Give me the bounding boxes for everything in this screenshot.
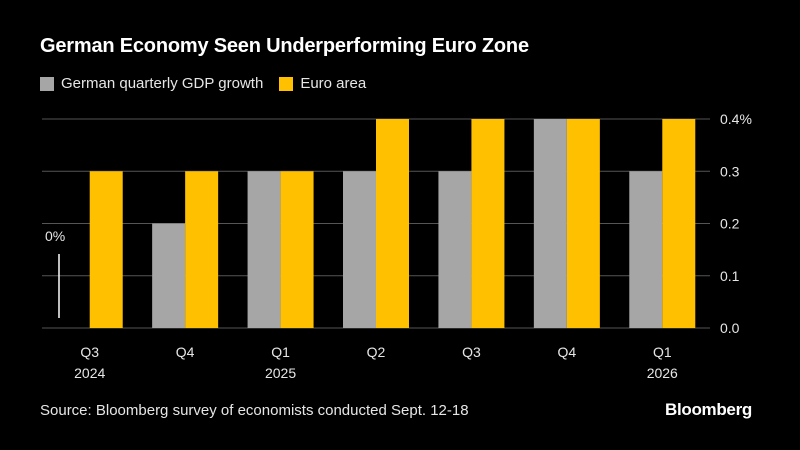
bar-german xyxy=(438,171,472,328)
chart-title: German Economy Seen Underperforming Euro… xyxy=(40,35,529,57)
bar-euro xyxy=(89,171,123,328)
bar-euro xyxy=(471,119,505,328)
source-note: Source: Bloomberg survey of economists c… xyxy=(40,402,469,419)
bar-german xyxy=(152,223,186,328)
bar-german xyxy=(247,171,281,328)
bar-euro xyxy=(662,119,696,328)
bloomberg-logo: Bloomberg xyxy=(664,400,752,419)
x-tick-label: Q1 xyxy=(271,344,290,360)
x-tick-year-label: 2026 xyxy=(647,365,678,381)
y-tick-label: 0.2 xyxy=(720,216,740,232)
bar-euro xyxy=(185,171,219,328)
bar-euro xyxy=(566,119,600,328)
legend: German quarterly GDP growth Euro area xyxy=(40,75,382,92)
bar-german xyxy=(629,171,663,328)
x-tick-label: Q3 xyxy=(462,344,481,360)
x-tick-label: Q4 xyxy=(558,344,577,360)
x-tick-label: Q3 xyxy=(80,344,99,360)
x-tick-year-label: 2024 xyxy=(74,365,105,381)
zero-value-annotation: 0% xyxy=(45,228,65,244)
legend-label-euro: Euro area xyxy=(300,75,367,92)
x-tick-label: Q4 xyxy=(176,344,195,360)
x-tick-label: Q1 xyxy=(653,344,672,360)
bar-euro xyxy=(376,119,409,328)
bar-german xyxy=(533,119,567,328)
legend-swatch-euro xyxy=(279,76,294,91)
y-tick-label: 0.3 xyxy=(720,163,740,179)
legend-swatch-german xyxy=(40,76,54,91)
x-tick-label: Q2 xyxy=(367,344,386,360)
bar-euro xyxy=(280,171,314,328)
legend-item-euro: Euro area xyxy=(279,75,366,92)
y-tick-label: 0.0 xyxy=(720,320,740,336)
y-tick-label: 0.4% xyxy=(720,111,752,127)
legend-label-german: German quarterly GDP growth xyxy=(61,75,264,92)
legend-item-german: German quarterly GDP growth xyxy=(40,75,263,92)
y-tick-label: 0.1 xyxy=(720,268,740,284)
bar-german xyxy=(343,171,376,328)
x-tick-year-label: 2025 xyxy=(265,365,296,381)
